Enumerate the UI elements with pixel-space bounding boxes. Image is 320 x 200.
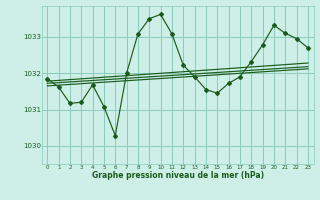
X-axis label: Graphe pression niveau de la mer (hPa): Graphe pression niveau de la mer (hPa) (92, 171, 264, 180)
